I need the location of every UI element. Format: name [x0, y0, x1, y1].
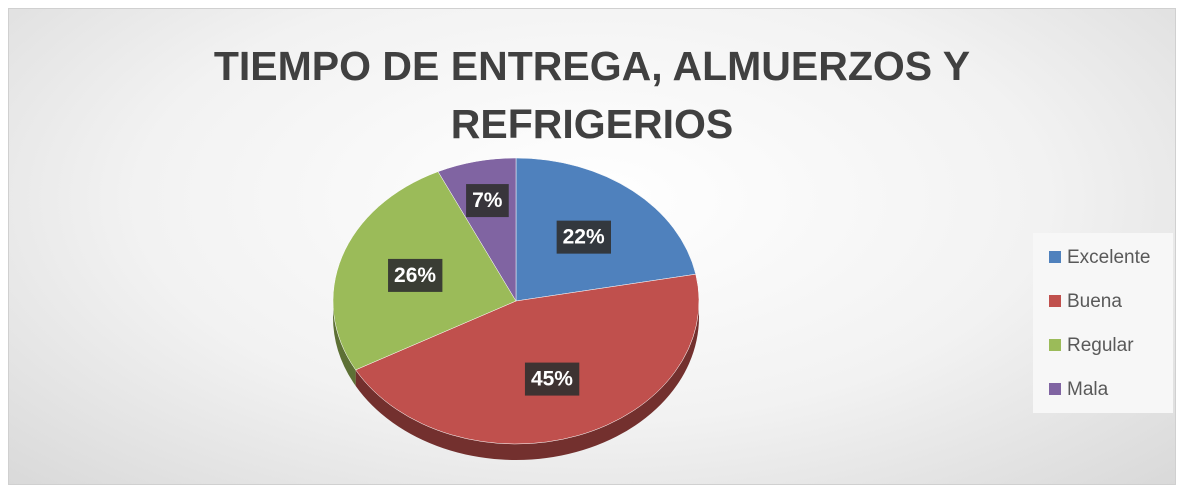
legend-swatch [1049, 339, 1061, 351]
data-label-box [388, 258, 443, 292]
data-label-box [524, 362, 580, 396]
data-label-text: 22% [563, 226, 605, 249]
data-label: 7% [466, 184, 509, 218]
legend-label: Regular [1067, 335, 1134, 356]
data-label-box [466, 184, 509, 218]
data-label-text: 45% [531, 368, 573, 391]
legend-swatch [1049, 295, 1061, 307]
data-label: 22% [556, 220, 611, 254]
legend-swatch [1049, 251, 1061, 263]
legend-swatch [1049, 383, 1061, 395]
data-label-text: 7% [472, 189, 503, 212]
data-label: 26% [388, 258, 443, 292]
slice [355, 273, 700, 445]
chart-title: TIEMPO DE ENTREGA, ALMUERZOS Y REFRIGERI… [213, 43, 971, 147]
legend-label: Mala [1067, 379, 1109, 400]
legend-label: Buena [1067, 291, 1122, 312]
data-label-text: 26% [394, 264, 436, 287]
data-label: 45% [524, 362, 580, 396]
data-label-box [556, 220, 611, 254]
chart-area: 22% 45% 26% 7% Excelente Buena Regular Mala TIE… [8, 8, 1176, 485]
legend-label: Excelente [1067, 247, 1150, 268]
chart: 22% 45% 26% 7% Excelente Buena Regular Mala [332, 157, 1173, 460]
slice-side [333, 301, 356, 386]
